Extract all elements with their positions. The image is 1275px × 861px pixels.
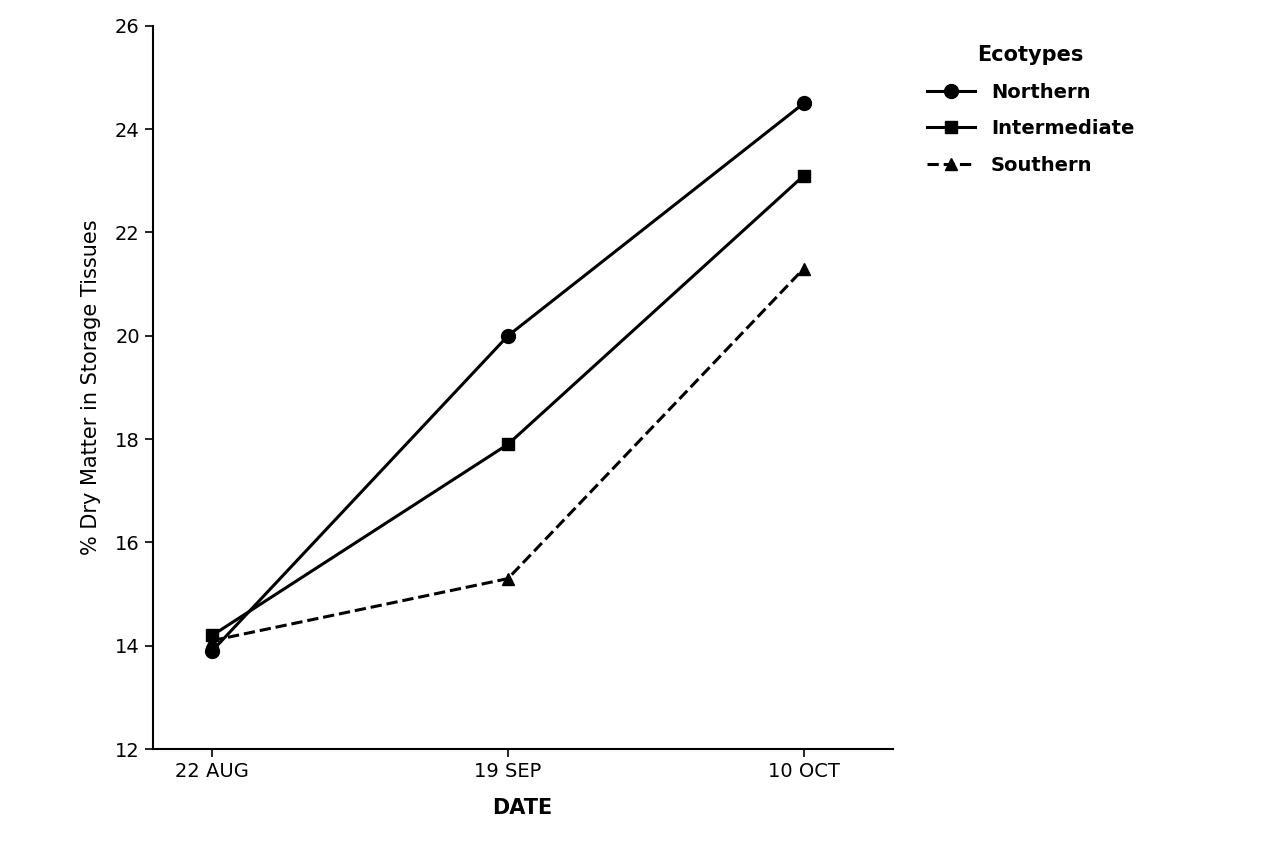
- Northern: [204, 646, 219, 656]
- Northern: [796, 98, 811, 108]
- Legend: Northern, Intermediate, Southern: Northern, Intermediate, Southern: [917, 35, 1144, 184]
- Y-axis label: % Dry Matter in Storage Tissues: % Dry Matter in Storage Tissues: [82, 220, 101, 555]
- Southern: [500, 573, 515, 584]
- Intermediate: [500, 439, 515, 449]
- Intermediate: [796, 170, 811, 181]
- Southern: [204, 635, 219, 646]
- Line: Northern: Northern: [205, 96, 811, 658]
- Northern: [500, 331, 515, 341]
- X-axis label: DATE: DATE: [492, 798, 553, 818]
- Line: Intermediate: Intermediate: [205, 170, 810, 641]
- Southern: [796, 263, 811, 274]
- Line: Southern: Southern: [205, 263, 810, 647]
- Intermediate: [204, 630, 219, 641]
